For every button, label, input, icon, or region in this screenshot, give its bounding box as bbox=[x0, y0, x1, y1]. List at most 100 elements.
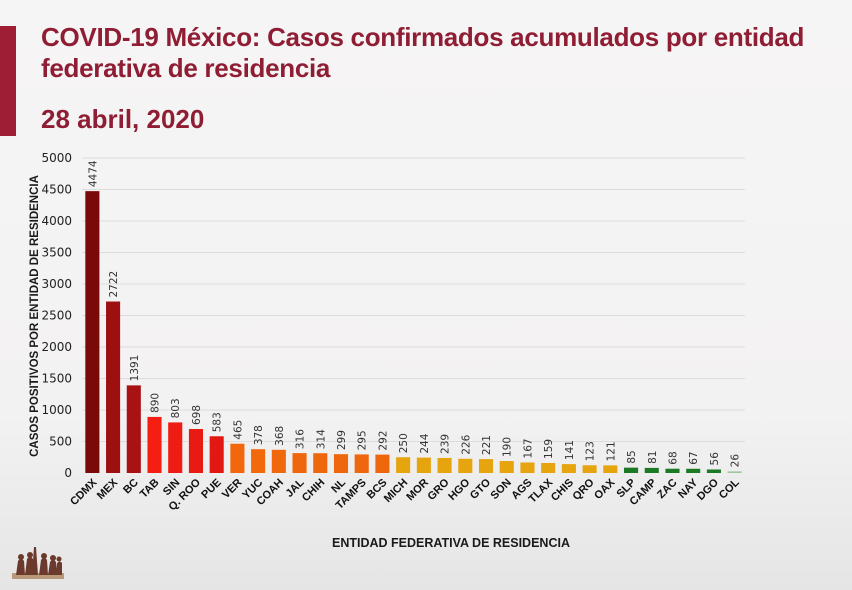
y-axis-ticks: 0 500 1000 1500 2000 2500 3000 3500 4000 4500 5000 bbox=[41, 151, 72, 480]
data-label: 67 bbox=[688, 451, 700, 464]
data-label: 250 bbox=[398, 433, 410, 453]
data-label: 299 bbox=[336, 430, 348, 450]
y-tick-label: 0 bbox=[64, 466, 72, 480]
x-tick-label: MICH bbox=[382, 477, 410, 505]
data-label: 26 bbox=[730, 454, 742, 468]
bar-oax bbox=[603, 465, 618, 473]
data-label: 583 bbox=[212, 412, 224, 432]
y-tick-label: 2500 bbox=[41, 309, 72, 323]
bar-jal bbox=[292, 453, 307, 473]
bar-q-roo bbox=[188, 429, 203, 473]
x-axis-label: ENTIDAD FEDERATIVA DE RESIDENCIA bbox=[332, 536, 570, 550]
chart-date: 28 abril, 2020 bbox=[41, 104, 205, 134]
data-label: 68 bbox=[667, 451, 679, 464]
bars bbox=[85, 191, 742, 473]
bar-col bbox=[727, 471, 742, 473]
bar-pue bbox=[209, 436, 224, 473]
x-tick-label: OAX bbox=[592, 476, 618, 502]
y-tick-label: 5000 bbox=[41, 151, 72, 165]
data-label: 2722 bbox=[108, 271, 120, 298]
bar-son bbox=[499, 461, 514, 473]
bar-gto bbox=[478, 459, 494, 473]
data-label: 803 bbox=[170, 398, 182, 418]
data-label: 1391 bbox=[129, 355, 141, 382]
x-tick-label: PUE bbox=[199, 477, 223, 501]
bar-tab bbox=[147, 416, 162, 473]
y-tick-label: 3500 bbox=[41, 246, 72, 260]
bar-coah bbox=[271, 449, 286, 473]
data-label: 56 bbox=[709, 452, 721, 466]
data-label: 292 bbox=[377, 431, 389, 451]
data-label: 159 bbox=[543, 439, 555, 459]
x-tick-label: COL bbox=[717, 476, 742, 501]
chart-title: COVID-19 México: Casos confirmados acumu… bbox=[41, 22, 805, 83]
data-label: 226 bbox=[460, 434, 472, 454]
accent-strip bbox=[0, 26, 16, 136]
bar-mich bbox=[396, 457, 411, 473]
data-label: 465 bbox=[232, 420, 244, 440]
data-label: 85 bbox=[626, 450, 638, 463]
bar-ver bbox=[230, 443, 245, 473]
data-label: 316 bbox=[295, 429, 307, 449]
data-label: 4474 bbox=[87, 160, 99, 187]
y-tick-label: 4500 bbox=[41, 183, 72, 197]
data-label: 314 bbox=[315, 429, 327, 449]
bar-camp bbox=[644, 467, 659, 473]
bar-hgo bbox=[458, 458, 473, 473]
y-tick-label: 1500 bbox=[41, 372, 72, 386]
bar-zac bbox=[665, 468, 680, 473]
y-tick-label: 3000 bbox=[41, 277, 72, 291]
bar-gro bbox=[437, 457, 452, 473]
bar-nl bbox=[333, 454, 349, 473]
data-label: 368 bbox=[274, 426, 286, 446]
x-tick-label: CHIH bbox=[300, 477, 328, 505]
data-label: 698 bbox=[191, 405, 203, 425]
data-label: 190 bbox=[502, 437, 514, 457]
y-axis-label: CASOS POSITIVOS POR ENTIDAD DE RESIDENCI… bbox=[29, 175, 41, 457]
data-label: 167 bbox=[522, 438, 534, 458]
y-tick-label: 4000 bbox=[41, 214, 72, 228]
bar-slp bbox=[624, 467, 639, 473]
bar-bc bbox=[126, 385, 141, 473]
bar-chis bbox=[561, 464, 576, 473]
bar-sin bbox=[168, 422, 183, 473]
x-tick-label: ZAC bbox=[655, 477, 680, 502]
bar-yuc bbox=[251, 449, 266, 473]
bar-cdmx bbox=[85, 191, 100, 473]
data-label: 221 bbox=[481, 435, 493, 455]
bar-qro bbox=[582, 465, 597, 473]
bar-mex bbox=[106, 301, 121, 473]
x-tick-label: SON bbox=[489, 477, 514, 502]
bar-tamps bbox=[354, 454, 369, 473]
data-label: 123 bbox=[585, 441, 597, 461]
data-label: 141 bbox=[564, 440, 576, 460]
bar-bcs bbox=[375, 454, 390, 473]
x-tick-label: GRO bbox=[425, 476, 452, 503]
x-tick-label: CHIS bbox=[549, 477, 576, 504]
x-tick-label: TLAX bbox=[526, 476, 555, 505]
x-tick-label: HGO bbox=[446, 476, 473, 503]
bar-dgo bbox=[706, 469, 721, 473]
y-tick-label: 500 bbox=[49, 435, 72, 449]
data-label: 81 bbox=[647, 451, 659, 464]
historic-figures-logo-icon bbox=[12, 547, 64, 579]
data-label: 121 bbox=[605, 441, 617, 461]
bar-mor bbox=[416, 457, 431, 473]
x-tick-label: DGO bbox=[695, 476, 722, 503]
bar-chih bbox=[313, 453, 328, 473]
data-label: 244 bbox=[419, 433, 431, 453]
data-label: 295 bbox=[357, 430, 369, 450]
data-labels: 4474 2722 1391 890 803 698 583 465 378 368 316 314 2… bbox=[87, 160, 741, 467]
bar-ags bbox=[520, 462, 535, 473]
y-tick-label: 1000 bbox=[41, 403, 72, 417]
bar-nay bbox=[686, 468, 701, 473]
bar-tlax bbox=[541, 462, 556, 473]
data-label: 890 bbox=[150, 393, 162, 413]
x-tick-label: TAB bbox=[138, 477, 162, 501]
x-tick-label: MEX bbox=[95, 476, 121, 502]
x-tick-label: GTO bbox=[468, 476, 494, 502]
data-label: 239 bbox=[440, 434, 452, 454]
x-tick-label: QRO bbox=[571, 476, 598, 503]
